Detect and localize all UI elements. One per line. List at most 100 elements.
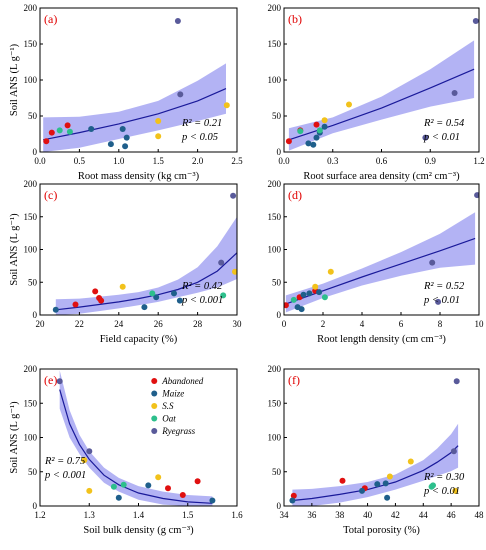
data-point-ss [346, 101, 352, 108]
x-tick-label: 30 [233, 319, 243, 329]
data-point-ryegrass [435, 298, 442, 305]
x-tick-label: 42 [391, 510, 400, 520]
x-tick-label: 0.5 [74, 156, 86, 166]
data-point-ss [407, 458, 414, 465]
x-tick-label: 38 [335, 510, 345, 520]
plot-frame [39, 368, 238, 507]
x-tick-label: 1.3 [84, 510, 96, 520]
data-point-abandoned [64, 122, 71, 129]
data-point-maize [316, 289, 323, 296]
data-point-oat [149, 290, 156, 297]
data-point-abandoned [48, 129, 55, 136]
x-tick-label: 2 [321, 319, 326, 329]
data-point-maize [119, 126, 126, 132]
data-point-maize [305, 140, 312, 147]
data-point-abandoned [290, 492, 297, 499]
y-tick-label: 200 [268, 364, 282, 374]
panel-1: 0.0 0.3 0.6 0.9 1.2 0 50 100 150 200 Root surface … [268, 3, 485, 182]
confidence-band [292, 423, 459, 506]
r-squared-label: R² = 0.54 [423, 118, 465, 129]
y-tick-label: 200 [24, 3, 38, 13]
legend-label: Ryegrass [161, 426, 195, 436]
data-point-maize [321, 123, 328, 130]
y-tick-label: 150 [268, 212, 282, 222]
x-tick-label: 8 [438, 319, 443, 329]
panel-label: (c) [44, 188, 57, 202]
data-point-oat [290, 296, 297, 303]
p-value-label: p < 0.05 [181, 132, 218, 143]
confidence-band [55, 216, 237, 315]
data-point-oat [66, 128, 73, 135]
data-point-ryegrass [450, 448, 457, 455]
x-tick-label: 48 [475, 510, 485, 520]
data-point-oat [110, 483, 117, 490]
data-point-ryegrass [429, 259, 436, 266]
data-point-oat [430, 482, 436, 489]
data-point-ss [386, 473, 393, 480]
plot-area [285, 18, 479, 151]
data-point-abandoned [72, 301, 79, 308]
data-point-ryegrass [174, 18, 181, 24]
data-point-ryegrass [422, 134, 429, 141]
legend-label: Abandoned [161, 376, 203, 386]
y-tick-label: 0 [277, 147, 282, 157]
x-tick-label: 1.5 [182, 510, 194, 520]
panel-label: (f) [288, 373, 300, 387]
data-point-ss [119, 283, 126, 290]
data-point-maize [122, 143, 129, 150]
data-point-ss [155, 474, 162, 481]
data-point-maize [313, 134, 320, 141]
y-tick-label: 150 [24, 398, 38, 408]
legend-marker-ss [151, 403, 158, 409]
data-point-ss [223, 102, 230, 109]
x-axis-label: Soil bulk density (g cm⁻³) [83, 525, 194, 536]
data-point-oat [316, 127, 323, 134]
data-point-abandoned [339, 477, 346, 484]
data-point-maize [88, 126, 95, 132]
plot-area [284, 192, 479, 313]
x-tick-label: 2.5 [231, 156, 243, 166]
panel-label: (d) [288, 188, 302, 202]
r-squared-label: R² = 0.42 [181, 281, 223, 292]
legend-label: Maize [161, 389, 184, 399]
x-tick-label: 1.4 [133, 510, 145, 520]
x-axis-label: Total porosity (%) [343, 525, 420, 536]
data-point-ss [86, 487, 93, 494]
y-tick-label: 100 [24, 433, 38, 443]
x-tick-label: 0.3 [327, 156, 339, 166]
confidence-band [59, 370, 213, 506]
data-point-ss [312, 283, 319, 290]
x-axis-label: Field capacity (%) [100, 334, 178, 345]
y-tick-label: 50 [28, 111, 38, 121]
data-point-ss [81, 457, 88, 464]
data-point-abandoned [165, 485, 171, 492]
y-tick-label: 150 [24, 212, 38, 222]
r-squared-label: R² = 0.52 [423, 281, 465, 292]
y-tick-label: 0 [277, 310, 282, 320]
p-value-label: p < 0.01 [423, 486, 460, 497]
plot-area [52, 192, 237, 315]
fit-line [55, 252, 237, 311]
y-tick-label: 50 [272, 467, 282, 477]
x-tick-label: 24 [114, 319, 124, 329]
data-point-abandoned [179, 492, 186, 498]
data-point-ss [232, 268, 237, 275]
data-point-ryegrass [451, 90, 458, 96]
data-point-maize [310, 141, 317, 148]
y-tick-label: 200 [24, 364, 38, 374]
y-tick-label: 0 [277, 501, 282, 511]
r-squared-label: R² = 0.75 [44, 456, 85, 467]
data-point-ss [452, 487, 459, 494]
y-tick-label: 50 [28, 277, 38, 287]
x-tick-label: 36 [307, 510, 317, 520]
p-value-label: p < 0.01 [423, 295, 460, 306]
x-tick-label: 1.0 [113, 156, 125, 166]
x-tick-label: 6 [399, 319, 404, 329]
legend-marker-oat [151, 415, 158, 422]
data-point-abandoned [313, 121, 320, 128]
y-axis-label: Soil ANS (L g⁻¹) [9, 43, 20, 116]
plot-area [289, 378, 460, 506]
fit-line [292, 445, 459, 502]
y-tick-label: 0 [33, 147, 38, 157]
